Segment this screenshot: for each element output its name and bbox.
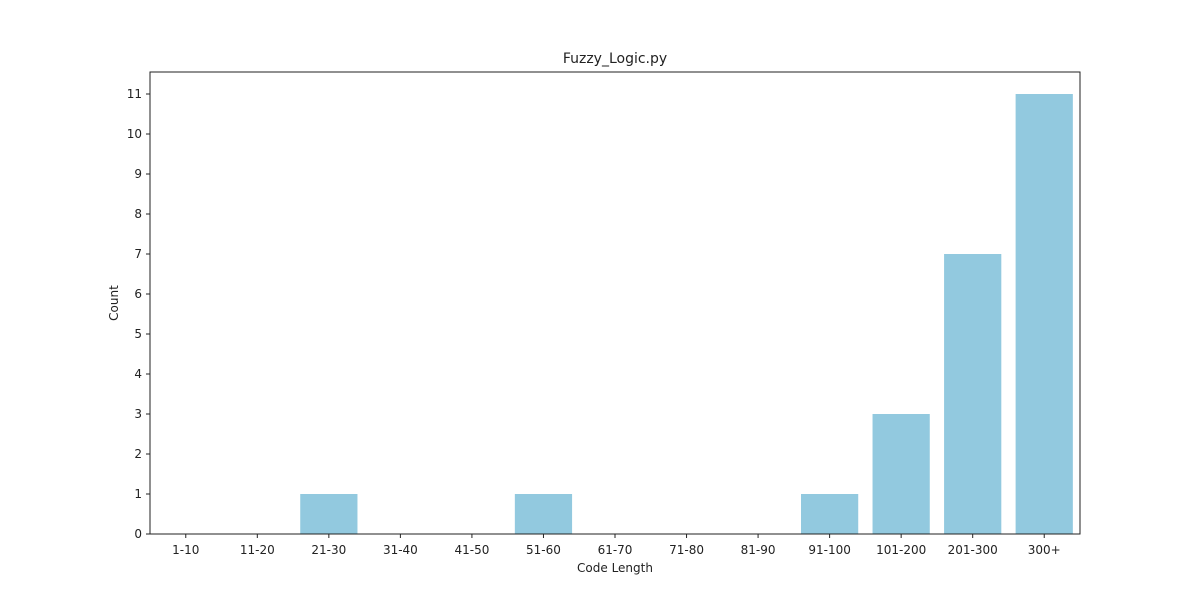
y-axis-label: Count [107, 285, 121, 321]
y-tick-label: 10 [127, 127, 142, 141]
x-tick-label: 51-60 [526, 543, 561, 557]
bar-51-60 [514, 494, 573, 534]
y-tick-label: 11 [127, 87, 142, 101]
x-tick-label: 300+ [1028, 543, 1061, 557]
bar-91-100 [801, 494, 859, 534]
y-tick-label: 6 [134, 287, 142, 301]
y-tick-label: 9 [134, 167, 142, 181]
bar-21-30 [300, 494, 358, 534]
x-tick-label: 1-10 [172, 543, 199, 557]
bar-300+ [1015, 94, 1073, 534]
bar-201-300 [944, 254, 1002, 534]
x-tick-label: 101-200 [876, 543, 926, 557]
x-tick-label: 61-70 [598, 543, 633, 557]
y-tick-label: 2 [134, 447, 142, 461]
plot-frame [149, 71, 1081, 535]
x-tick-label: 21-30 [311, 543, 346, 557]
x-tick-label: 91-100 [808, 543, 851, 557]
x-axis-label: Code Length [577, 561, 653, 575]
x-tick-label: 71-80 [669, 543, 704, 557]
x-tick-label: 201-300 [948, 543, 998, 557]
y-tick-label: 5 [134, 327, 142, 341]
y-tick-label: 4 [134, 367, 142, 381]
bar-101-200 [872, 414, 930, 534]
y-tick-label: 0 [134, 527, 142, 541]
y-tick-label: 3 [134, 407, 142, 421]
y-axis-ticks: 0 1 2 3 4 5 6 7 8 9 10 11 [127, 87, 150, 541]
x-tick-label: 81-90 [741, 543, 776, 557]
y-tick-label: 7 [134, 247, 142, 261]
x-tick-label: 11-20 [240, 543, 275, 557]
x-axis-ticks: 1-10 11-20 21-30 31-40 41-50 51-60 61-70 71-80 8… [172, 534, 1061, 557]
chart-title: Fuzzy_Logic.py [563, 51, 667, 67]
bars-group [300, 94, 1073, 534]
x-tick-label: 31-40 [383, 543, 418, 557]
x-tick-label: 41-50 [454, 543, 489, 557]
y-tick-label: 8 [134, 207, 142, 221]
y-tick-label: 1 [134, 487, 142, 501]
